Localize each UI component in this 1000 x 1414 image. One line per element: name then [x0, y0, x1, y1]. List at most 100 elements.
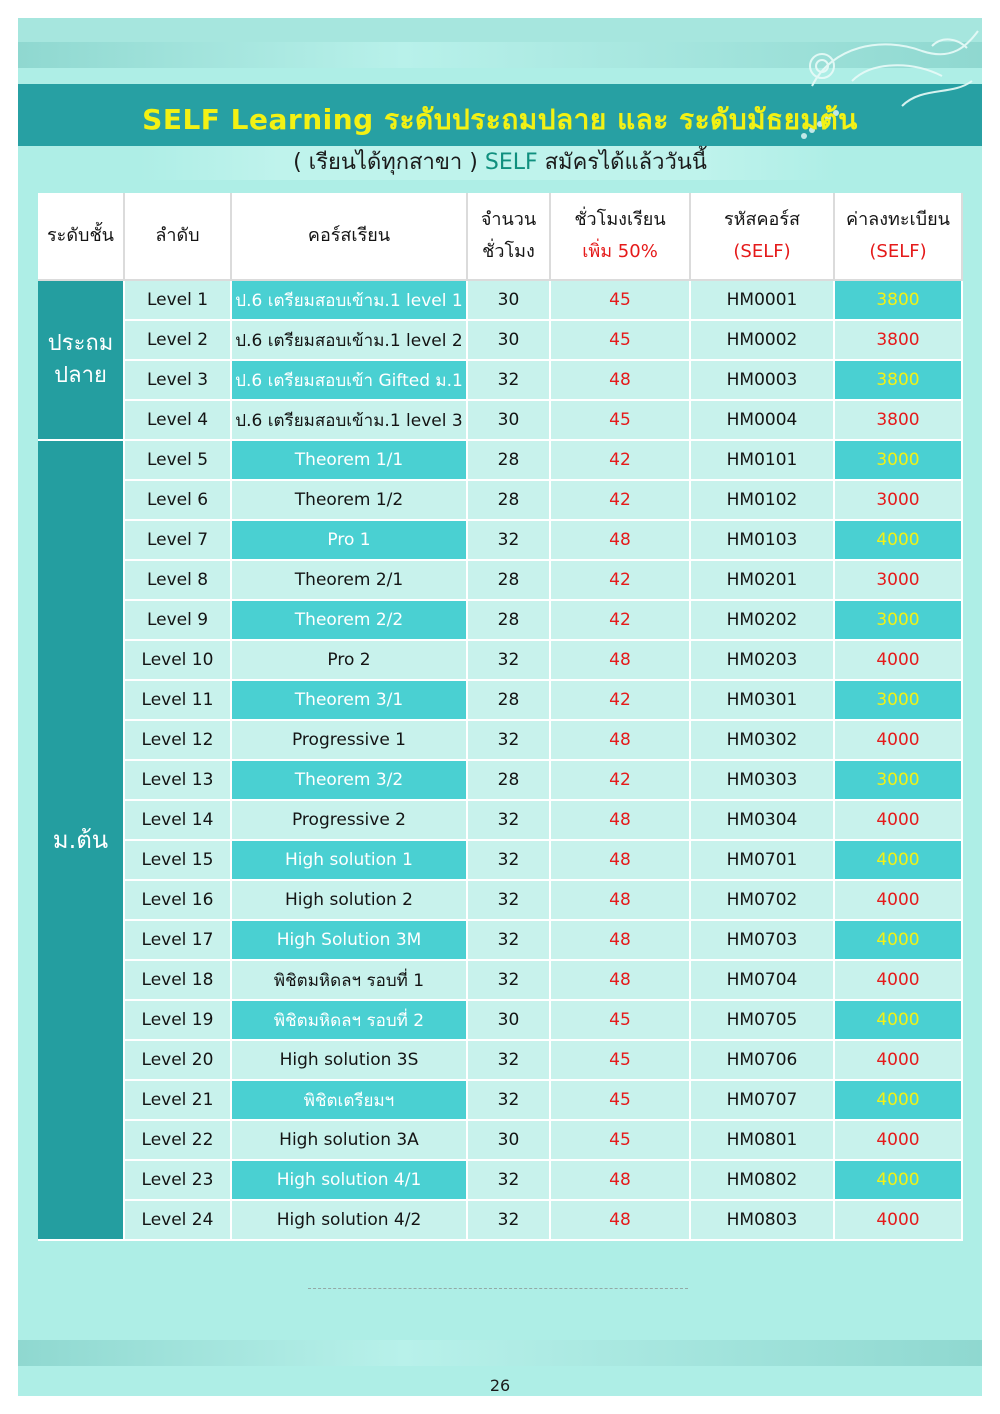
table-row: Level 15 High solution 1 32 48 HM0701 4000 [38, 841, 963, 881]
cell-extra-hours: 45 [551, 1121, 691, 1161]
cell-code: HM0102 [691, 481, 835, 521]
cell-extra-hours: 42 [551, 761, 691, 801]
cell-course: ป.6 เตรียมสอบเข้าม.1 level 3 [232, 401, 468, 441]
header-course: คอร์สเรียน [232, 193, 468, 281]
table-row: Level 7 Pro 1 32 48 HM0103 4000 [38, 521, 963, 561]
header-fee-line1: ค่าลงทะเบียน [846, 209, 950, 230]
cell-code: HM0201 [691, 561, 835, 601]
cell-code: HM0203 [691, 641, 835, 681]
cell-extra-hours: 48 [551, 881, 691, 921]
cell-extra-hours: 48 [551, 961, 691, 1001]
page-number: 26 [489, 1376, 511, 1395]
cell-course: Theorem 3/1 [232, 681, 468, 721]
cell-level: Level 1 [125, 281, 232, 321]
cell-hours: 32 [468, 881, 551, 921]
cell-code: HM0101 [691, 441, 835, 481]
cell-level: Level 7 [125, 521, 232, 561]
cell-level: Level 20 [125, 1041, 232, 1081]
cell-fee: 3000 [835, 681, 963, 721]
header-code-line1: รหัสคอร์ส [723, 209, 801, 230]
swirl-ornament-icon [801, 30, 979, 139]
header-order: ลำดับ [125, 193, 232, 281]
table-row: Level 17 High Solution 3M 32 48 HM0703 4000 [38, 921, 963, 961]
subtitle-suffix: สมัครได้แล้ววันนี้ [537, 150, 707, 175]
cell-course: High solution 1 [232, 841, 468, 881]
cell-fee: 4000 [835, 641, 963, 681]
cell-course: พิชิตมหิดลฯ รอบที่ 2 [232, 1001, 468, 1041]
table-row: Level 24 High solution 4/2 32 48 HM0803 4000 [38, 1201, 963, 1241]
cell-hours: 32 [468, 1161, 551, 1201]
cell-extra-hours: 45 [551, 1081, 691, 1121]
table-row: Level 2 ป.6 เตรียมสอบเข้าม.1 level 2 30 45 H… [38, 321, 963, 361]
table-row: Level 20 High solution 3S 32 45 HM0706 4000 [38, 1041, 963, 1081]
cell-fee: 4000 [835, 1001, 963, 1041]
cell-extra-hours: 45 [551, 1041, 691, 1081]
cell-course: Theorem 2/1 [232, 561, 468, 601]
cell-level: Level 23 [125, 1161, 232, 1201]
cell-level: Level 3 [125, 361, 232, 401]
cell-hours: 30 [468, 281, 551, 321]
cell-level: Level 2 [125, 321, 232, 361]
cell-hours: 28 [468, 601, 551, 641]
cell-level: Level 5 [125, 441, 232, 481]
cell-level: Level 16 [125, 881, 232, 921]
cell-hours: 32 [468, 841, 551, 881]
cell-code: HM0003 [691, 361, 835, 401]
cell-extra-hours: 45 [551, 321, 691, 361]
cell-course: พิชิตมหิดลฯ รอบที่ 1 [232, 961, 468, 1001]
cell-extra-hours: 48 [551, 921, 691, 961]
cell-fee: 3000 [835, 601, 963, 641]
cell-course: High solution 3A [232, 1121, 468, 1161]
table-row: Level 23 High solution 4/1 32 48 HM0802 4000 [38, 1161, 963, 1201]
cell-fee: 4000 [835, 1041, 963, 1081]
cell-fee: 3000 [835, 481, 963, 521]
table-row: Level 13 Theorem 3/2 28 42 HM0303 3000 [38, 761, 963, 801]
cell-code: HM0704 [691, 961, 835, 1001]
cell-level: Level 22 [125, 1121, 232, 1161]
table-header-row: ระดับชั้น ลำดับ คอร์สเรียน จำนวน ชั่วโมง … [38, 193, 963, 281]
cell-code: HM0701 [691, 841, 835, 881]
cell-code: HM0706 [691, 1041, 835, 1081]
table-row: Level 6 Theorem 1/2 28 42 HM0102 3000 [38, 481, 963, 521]
cell-level: Level 8 [125, 561, 232, 601]
header-extra: ชั่วโมงเรียน เพิ่ม 50% [551, 193, 691, 281]
cell-code: HM0004 [691, 401, 835, 441]
cell-fee: 3800 [835, 281, 963, 321]
cell-extra-hours: 48 [551, 361, 691, 401]
cell-course: Theorem 1/2 [232, 481, 468, 521]
cell-fee: 3000 [835, 561, 963, 601]
cell-course: ป.6 เตรียมสอบเข้าม.1 level 1 [232, 281, 468, 321]
cell-level: Level 19 [125, 1001, 232, 1041]
cell-fee: 4000 [835, 1201, 963, 1241]
cell-course: High solution 3S [232, 1041, 468, 1081]
cell-fee: 4000 [835, 521, 963, 561]
cell-course: High solution 4/2 [232, 1201, 468, 1241]
cell-course: Progressive 1 [232, 721, 468, 761]
header-hours: จำนวน ชั่วโมง [468, 193, 551, 281]
cell-hours: 32 [468, 961, 551, 1001]
cell-fee: 4000 [835, 881, 963, 921]
cell-hours: 32 [468, 1041, 551, 1081]
cell-fee: 4000 [835, 961, 963, 1001]
cell-level: Level 11 [125, 681, 232, 721]
cell-course: High Solution 3M [232, 921, 468, 961]
cell-course: พิชิตเตรียมฯ [232, 1081, 468, 1121]
dotted-divider [308, 1288, 688, 1289]
table-row: Level 14 Progressive 2 32 48 HM0304 4000 [38, 801, 963, 841]
footer-band [18, 1340, 982, 1366]
cell-level: Level 17 [125, 921, 232, 961]
cell-fee: 3000 [835, 761, 963, 801]
cell-extra-hours: 45 [551, 1001, 691, 1041]
cell-level: Level 18 [125, 961, 232, 1001]
header-level-group: ระดับชั้น [38, 193, 125, 281]
cell-course: High solution 2 [232, 881, 468, 921]
cell-course: Pro 1 [232, 521, 468, 561]
cell-fee: 3800 [835, 401, 963, 441]
cell-hours: 28 [468, 681, 551, 721]
header-extra-line1: ชั่วโมงเรียน [574, 209, 666, 230]
cell-fee: 4000 [835, 801, 963, 841]
top-band [18, 18, 982, 42]
cell-code: HM0202 [691, 601, 835, 641]
cell-code: HM0803 [691, 1201, 835, 1241]
cell-code: HM0001 [691, 281, 835, 321]
